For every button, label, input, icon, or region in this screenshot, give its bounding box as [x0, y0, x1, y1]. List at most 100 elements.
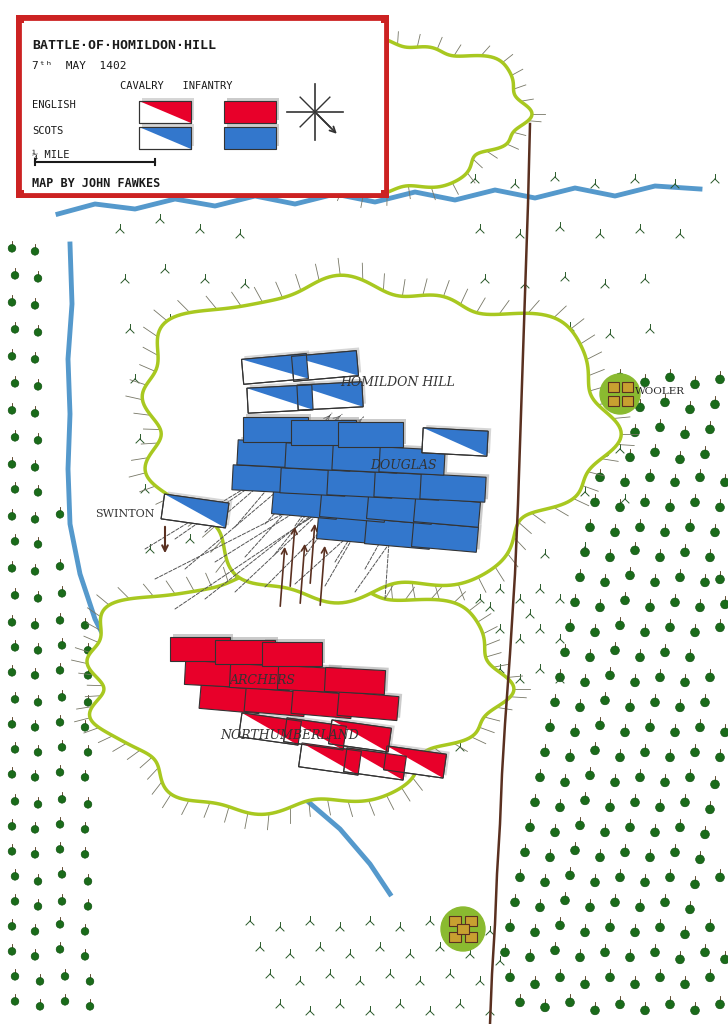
- Circle shape: [58, 743, 66, 752]
- Circle shape: [566, 623, 574, 632]
- Circle shape: [656, 423, 665, 432]
- Circle shape: [636, 773, 644, 781]
- Circle shape: [691, 748, 700, 757]
- Circle shape: [526, 953, 534, 962]
- Bar: [161, 495, 229, 528]
- Bar: [291, 350, 358, 381]
- Bar: [330, 467, 396, 496]
- Circle shape: [585, 771, 594, 780]
- Bar: [291, 350, 358, 381]
- Text: BATTLE·OF·HOMILDON·HILL: BATTLE·OF·HOMILDON·HILL: [32, 39, 216, 52]
- Circle shape: [8, 512, 16, 520]
- Circle shape: [616, 503, 625, 512]
- Bar: [139, 101, 191, 123]
- Circle shape: [641, 378, 649, 387]
- Circle shape: [8, 461, 16, 468]
- Circle shape: [81, 952, 89, 961]
- Circle shape: [716, 623, 724, 632]
- Circle shape: [620, 728, 630, 737]
- Circle shape: [56, 562, 64, 570]
- Circle shape: [11, 326, 19, 333]
- Circle shape: [84, 801, 92, 808]
- Circle shape: [691, 498, 700, 507]
- Bar: [382, 444, 448, 472]
- Circle shape: [670, 728, 679, 737]
- Circle shape: [656, 673, 665, 682]
- Circle shape: [636, 903, 644, 911]
- Bar: [224, 101, 276, 123]
- Circle shape: [611, 646, 620, 654]
- Bar: [165, 492, 232, 525]
- Circle shape: [721, 600, 728, 609]
- Circle shape: [681, 798, 689, 807]
- Bar: [320, 492, 387, 522]
- Circle shape: [56, 511, 64, 518]
- Circle shape: [58, 796, 66, 803]
- Polygon shape: [423, 428, 488, 456]
- Bar: [280, 468, 346, 497]
- Bar: [622, 396, 633, 406]
- Bar: [248, 685, 309, 714]
- Polygon shape: [139, 127, 191, 150]
- Bar: [414, 497, 480, 527]
- Circle shape: [686, 653, 695, 662]
- Bar: [294, 347, 361, 378]
- Circle shape: [716, 753, 724, 762]
- Circle shape: [441, 907, 485, 951]
- Circle shape: [646, 723, 654, 732]
- Bar: [242, 353, 309, 384]
- Circle shape: [695, 723, 705, 732]
- Circle shape: [670, 478, 679, 486]
- Circle shape: [545, 723, 555, 732]
- Bar: [242, 711, 305, 742]
- Bar: [422, 428, 488, 456]
- Bar: [290, 420, 355, 444]
- Circle shape: [630, 798, 639, 807]
- Text: WOOLER: WOOLER: [635, 387, 685, 396]
- Circle shape: [711, 528, 719, 537]
- Bar: [283, 465, 349, 494]
- Circle shape: [670, 848, 679, 857]
- Circle shape: [681, 930, 689, 939]
- Circle shape: [601, 828, 609, 837]
- Circle shape: [641, 1006, 649, 1015]
- Circle shape: [34, 541, 41, 548]
- Circle shape: [676, 573, 684, 582]
- Circle shape: [656, 923, 665, 932]
- Bar: [229, 664, 290, 690]
- Circle shape: [716, 1000, 724, 1009]
- Circle shape: [691, 380, 700, 389]
- Circle shape: [8, 618, 16, 627]
- Bar: [323, 489, 389, 519]
- Circle shape: [555, 803, 564, 812]
- Circle shape: [550, 828, 559, 837]
- Circle shape: [8, 822, 16, 830]
- Bar: [250, 382, 316, 410]
- Bar: [232, 465, 298, 494]
- Circle shape: [81, 622, 89, 629]
- Circle shape: [36, 978, 44, 985]
- Circle shape: [651, 578, 660, 587]
- Circle shape: [501, 948, 510, 956]
- Circle shape: [531, 928, 539, 937]
- Circle shape: [585, 653, 594, 662]
- Bar: [370, 490, 437, 521]
- Circle shape: [11, 538, 19, 545]
- Circle shape: [550, 698, 559, 707]
- Circle shape: [8, 721, 16, 728]
- Circle shape: [34, 878, 41, 885]
- Circle shape: [31, 248, 39, 255]
- Circle shape: [11, 798, 19, 805]
- Bar: [274, 486, 341, 516]
- Circle shape: [8, 770, 16, 778]
- Circle shape: [646, 603, 654, 611]
- Circle shape: [11, 973, 19, 980]
- Circle shape: [665, 873, 674, 882]
- Circle shape: [81, 724, 89, 731]
- Circle shape: [515, 998, 524, 1007]
- Circle shape: [34, 801, 41, 808]
- Polygon shape: [332, 720, 392, 752]
- Circle shape: [515, 873, 524, 882]
- Bar: [608, 382, 619, 392]
- Bar: [381, 190, 389, 198]
